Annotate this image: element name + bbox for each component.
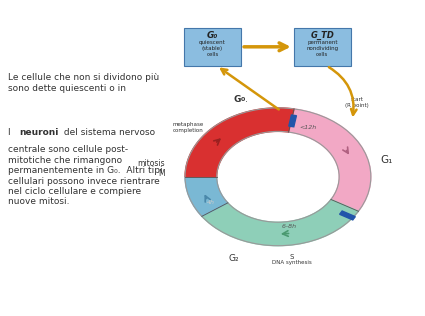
Text: Le cellule che non si dividono più
sono dette quiescenti o in: Le cellule che non si dividono più sono … — [8, 73, 159, 93]
Text: neuroni: neuroni — [20, 128, 59, 137]
Text: quiescent
(stable)
cells: quiescent (stable) cells — [199, 40, 226, 57]
FancyBboxPatch shape — [294, 28, 351, 66]
Text: 0: 0 — [241, 97, 246, 102]
Text: G₂: G₂ — [228, 254, 239, 263]
Polygon shape — [202, 199, 358, 246]
Text: S: S — [290, 254, 294, 260]
Polygon shape — [289, 109, 371, 211]
Text: permanent
nondividing
cells: permanent nondividing cells — [306, 40, 338, 57]
FancyBboxPatch shape — [184, 28, 241, 66]
Text: start
(R point): start (R point) — [345, 97, 369, 108]
Text: del sistema nervoso: del sistema nervoso — [61, 128, 155, 137]
Text: DNA synthesis: DNA synthesis — [272, 260, 312, 265]
Bar — [289, 115, 296, 127]
Text: I: I — [8, 128, 13, 137]
Text: mitosis
M: mitosis M — [137, 159, 164, 178]
Text: G₁: G₁ — [380, 155, 393, 165]
Text: metaphase
completion: metaphase completion — [173, 122, 204, 133]
Text: G: G — [234, 95, 241, 104]
Text: .: . — [245, 95, 248, 104]
Text: 4h: 4h — [207, 200, 215, 205]
Text: centrale sono cellule post-
mitotiche che rimangono
permanentemente in G₀.  Altr: centrale sono cellule post- mitotiche ch… — [8, 145, 162, 206]
Bar — [340, 211, 355, 220]
Text: G₀: G₀ — [207, 31, 218, 40]
Text: <12h: <12h — [299, 125, 316, 130]
Text: G_TD: G_TD — [310, 31, 334, 40]
Text: 6–8h: 6–8h — [281, 224, 297, 229]
Polygon shape — [185, 177, 228, 216]
Polygon shape — [185, 108, 294, 177]
